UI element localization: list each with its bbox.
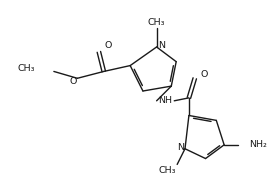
Text: O: O [70,77,77,86]
Text: O: O [201,70,208,79]
Text: N: N [158,41,165,50]
Text: NH: NH [158,96,172,105]
Text: NH₂: NH₂ [250,140,267,149]
Text: CH₃: CH₃ [159,166,176,175]
Text: CH₃: CH₃ [148,18,165,27]
Text: O: O [105,41,112,50]
Text: N: N [178,143,185,152]
Text: CH₃: CH₃ [18,64,35,73]
